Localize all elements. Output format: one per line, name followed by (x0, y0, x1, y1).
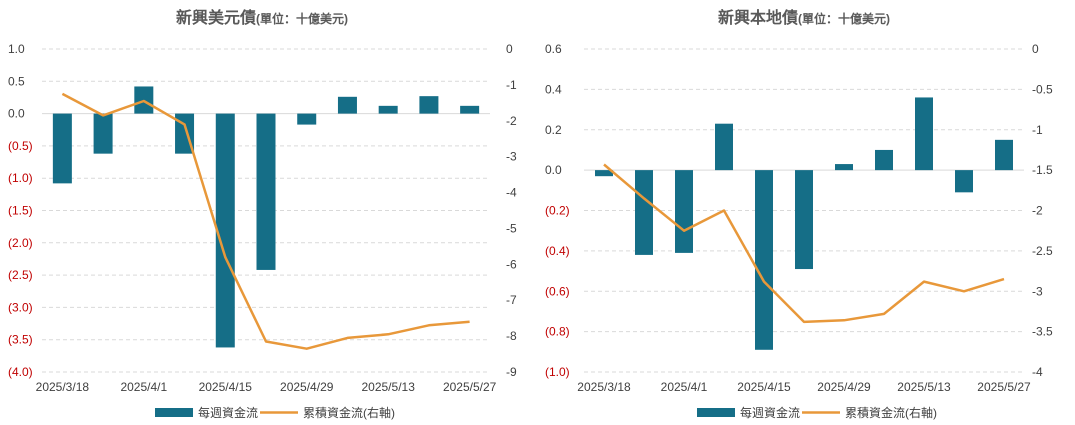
cumulative-flow-line (603, 163, 1005, 324)
legend: 每週資金流 累積資金流(右軸) (697, 405, 937, 420)
right-axis-tick-label: -9 (506, 365, 517, 379)
right-axis-tick-label: -3.5 (1032, 325, 1053, 339)
chart-emerging-usd-bonds: 新興美元債(單位：十億美元) 1.0 0.5 0.0 (0.5) (1.0) (1.5) (2… (8, 8, 517, 420)
legend: 每週資金流 累積資金流(右軸) (155, 405, 395, 420)
right-axis-tick-label: -4 (506, 186, 517, 200)
left-axis-tick-label: 0.4 (545, 82, 562, 96)
x-axis-tick-label: 2025/3/18 (577, 380, 631, 394)
left-axis-tick-label: (0.6) (545, 284, 570, 298)
left-axis-tick-label: 0.0 (8, 107, 25, 121)
weekly-flow-bar (460, 105, 480, 114)
weekly-flow-bar (795, 170, 813, 270)
weekly-flow-bar (378, 105, 398, 114)
weekly-flow-bar (715, 123, 733, 171)
weekly-flow-bar (875, 149, 893, 171)
left-axis-tick-label: 0.6 (545, 42, 562, 56)
weekly-flow-bar (995, 139, 1013, 171)
weekly-flow-bar (297, 113, 317, 125)
right-axis-tick-label: 0 (506, 42, 513, 56)
chart-panel-emerging-local-bonds: 新興本地債(單位：十億美元) 0.6 0.4 0.2 0.0 (0.2) (0.4) (0.6… (537, 0, 1075, 425)
right-axis-tick-label: -2.5 (1032, 244, 1053, 258)
x-axis-tick-label: 2025/5/13 (361, 380, 415, 394)
left-axis-tick-label: (0.4) (545, 244, 570, 258)
weekly-flow-bar (595, 170, 613, 177)
x-axis-tick-label: 2025/5/13 (897, 380, 951, 394)
left-axis-tick-label: (2.5) (8, 268, 33, 282)
right-axis-tick-label: -5 (506, 221, 517, 235)
right-axis-tick-label: -3 (1032, 284, 1043, 298)
weekly-flow-bar (955, 170, 973, 193)
right-axis-tick-label: -1 (1032, 123, 1043, 137)
chart-panel-emerging-usd-bonds: 新興美元債(單位：十億美元) 1.0 0.5 0.0 (0.5) (1.0) (1.5) (2… (0, 0, 537, 425)
left-axis-tick-label: (0.5) (8, 139, 33, 153)
left-axis-tick-label: (1.0) (8, 171, 33, 185)
x-axis-tick-label: 2025/5/27 (977, 380, 1031, 394)
chart-title: 新興美元債(單位：十億美元) (176, 8, 348, 27)
left-axis-tick-label: (1.5) (8, 204, 33, 218)
left-axis-tick-label: 1.0 (8, 42, 25, 56)
x-axis-tick-label: 2025/4/29 (817, 380, 871, 394)
legend-line-label: 累積資金流(右軸) (845, 405, 937, 420)
left-axis-tick-label: 0.2 (545, 123, 562, 137)
chart-emerging-local-bonds: 新興本地債(單位：十億美元) 0.6 0.4 0.2 0.0 (0.2) (0.4) (0.6… (545, 8, 1053, 420)
x-axis-tick-label: 2025/4/1 (661, 380, 708, 394)
weekly-flow-bar (755, 170, 773, 350)
chart-title-unit: (單位：十億美元) (798, 11, 890, 26)
chart-title: 新興本地債(單位：十億美元) (718, 8, 890, 27)
left-axis-tick-label: (2.0) (8, 236, 33, 250)
left-axis-tick-label: 0.5 (8, 74, 25, 88)
weekly-flow-bar (337, 96, 357, 114)
weekly-flow-bar (93, 113, 113, 154)
chart-title-main: 新興本地債 (718, 8, 798, 27)
weekly-flow-bar (675, 170, 693, 253)
right-axis-tick-label: 0 (1032, 42, 1039, 56)
chart-title-main: 新興美元債 (176, 8, 256, 27)
x-axis-tick-label: 2025/4/29 (280, 380, 334, 394)
weekly-flow-bar (52, 113, 72, 184)
x-axis-tick-label: 2025/4/1 (120, 380, 167, 394)
weekly-flow-bar (835, 164, 853, 171)
left-axis-tick-label: (3.5) (8, 333, 33, 347)
legend-bar-label: 每週資金流 (740, 405, 800, 420)
left-axis-tick-label: (1.0) (545, 365, 570, 379)
x-axis-tick-label: 2025/4/15 (737, 380, 791, 394)
weekly-flow-bar (256, 113, 276, 270)
weekly-flow-bar (915, 97, 933, 171)
right-axis-tick-label: -1 (506, 78, 517, 92)
weekly-flow-bar (635, 170, 653, 255)
right-axis-tick-label: -0.5 (1032, 82, 1053, 96)
chart-title-unit: (單位：十億美元) (256, 11, 348, 26)
legend-bar-swatch (155, 408, 193, 417)
right-axis-tick-label: -2 (506, 114, 517, 128)
left-axis-tick-label: (4.0) (8, 365, 33, 379)
right-axis-tick-label: -8 (506, 329, 517, 343)
right-axis-tick-label: -7 (506, 293, 517, 307)
left-axis-tick-label: (0.2) (545, 204, 570, 218)
left-axis-tick-label: (0.8) (545, 325, 570, 339)
weekly-flow-bar (419, 96, 439, 114)
legend-bar-swatch (697, 408, 735, 417)
legend-line-label: 累積資金流(右軸) (303, 405, 395, 420)
right-axis-tick-label: -1.5 (1032, 163, 1053, 177)
right-axis-tick-label: -3 (506, 150, 517, 164)
x-axis-tick-label: 2025/5/27 (443, 380, 497, 394)
left-axis-tick-label: 0.0 (545, 163, 562, 177)
right-axis-tick-label: -2 (1032, 204, 1043, 218)
x-axis-tick-label: 2025/3/18 (36, 380, 90, 394)
legend-bar-label: 每週資金流 (198, 405, 258, 420)
cumulative-flow-line (61, 92, 470, 350)
right-axis-tick-label: -4 (1032, 365, 1043, 379)
weekly-flow-bar (215, 113, 235, 348)
left-axis-tick-label: (3.0) (8, 300, 33, 314)
right-axis-tick-label: -6 (506, 257, 517, 271)
x-axis-tick-label: 2025/4/15 (199, 380, 253, 394)
